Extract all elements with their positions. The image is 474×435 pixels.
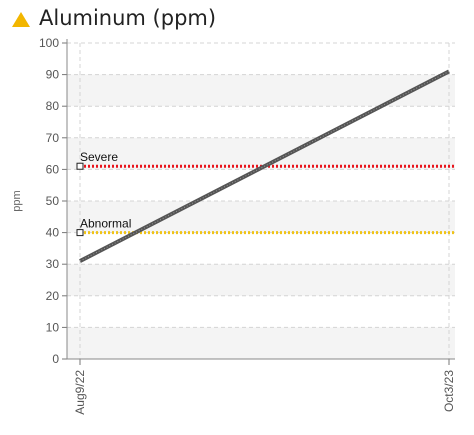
y-tick-label: 10	[46, 320, 60, 334]
threshold-marker	[76, 162, 84, 170]
chart-title: Aluminum (ppm)	[12, 3, 216, 33]
background-band	[67, 264, 455, 296]
threshold-label: Abnormal	[80, 217, 131, 231]
background-band	[67, 327, 455, 359]
y-axis-label: ppm	[11, 190, 23, 211]
y-tick-label: 30	[46, 257, 60, 271]
y-tick-label: 100	[39, 36, 59, 50]
axes	[62, 39, 455, 365]
background-band	[67, 74, 455, 107]
y-tick-label: 80	[46, 99, 60, 113]
y-tick-label: 50	[46, 194, 60, 208]
background-band	[67, 137, 455, 170]
y-tick-label: 90	[46, 68, 60, 82]
x-tick-label: Oct3/23	[442, 370, 456, 412]
y-tick-label: 60	[46, 162, 60, 176]
y-tick-label: 0	[52, 352, 59, 366]
y-tick-label: 40	[46, 226, 60, 240]
threshold-marker	[76, 229, 84, 237]
warning-triangle-icon	[12, 11, 30, 27]
series-lines	[79, 69, 450, 263]
chart-title-text: Aluminum (ppm)	[39, 6, 217, 30]
background-bands	[67, 74, 455, 359]
x-tick-label: Aug9/22	[73, 370, 87, 415]
series-line-texture	[79, 70, 450, 262]
threshold-lines: Severe Abnormal	[76, 150, 455, 237]
y-tick-label: 70	[46, 131, 60, 145]
tick-labels: 0 10 20 30 40 50 60 70 80 90 100 Aug9/22 Oct3/23	[39, 36, 456, 415]
y-tick-label: 20	[46, 289, 60, 303]
threshold-label: Severe	[80, 150, 118, 164]
background-band	[67, 201, 455, 233]
